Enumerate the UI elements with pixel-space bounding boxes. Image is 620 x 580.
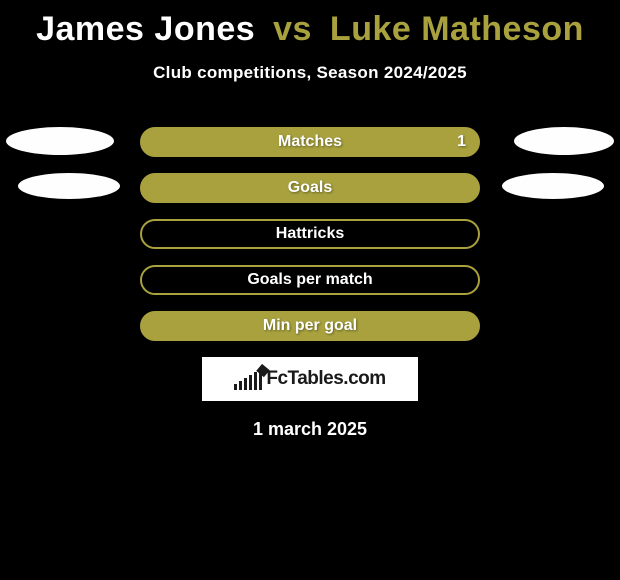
stat-label: Goals per match	[247, 271, 372, 289]
stat-bar: Matches 1	[140, 127, 480, 157]
stat-label: Matches	[278, 133, 342, 151]
player2-name: Luke Matheson	[330, 10, 584, 48]
stat-row-goals-per-match: Goals per match	[0, 265, 620, 295]
subtitle: Club competitions, Season 2024/2025	[0, 63, 620, 83]
player1-name: James Jones	[36, 10, 255, 48]
stat-bar: Min per goal	[140, 311, 480, 341]
stat-bar: Goals per match	[140, 265, 480, 295]
logo-bar	[254, 372, 257, 390]
branding-badge: FcTables.com	[202, 357, 418, 401]
stat-row-hattricks: Hattricks	[0, 219, 620, 249]
branding-text: FcTables.com	[266, 368, 385, 390]
stat-value: 1	[457, 133, 466, 151]
vs-word: vs	[273, 10, 312, 48]
logo-bar	[249, 375, 252, 390]
logo-bar	[234, 384, 237, 390]
stat-bar: Goals	[140, 173, 480, 203]
ellipse-decoration	[6, 127, 114, 155]
stat-row-min-per-goal: Min per goal	[0, 311, 620, 341]
logo-bar	[244, 378, 247, 390]
ellipse-decoration	[18, 173, 120, 199]
ellipse-decoration	[502, 173, 604, 199]
branding-chart-icon	[234, 368, 262, 390]
stat-row-goals: Goals	[0, 173, 620, 203]
stat-label: Hattricks	[276, 225, 344, 243]
ellipse-decoration	[514, 127, 614, 155]
stat-row-matches: Matches 1	[0, 127, 620, 157]
logo-bar	[239, 381, 242, 390]
stats-container: Matches 1 Goals Hattricks Goals per matc…	[0, 127, 620, 341]
stat-label: Goals	[288, 179, 332, 197]
stat-bar: Hattricks	[140, 219, 480, 249]
stat-label: Min per goal	[263, 317, 357, 335]
date-label: 1 march 2025	[0, 419, 620, 440]
comparison-title: James Jones vs Luke Matheson	[0, 0, 620, 49]
